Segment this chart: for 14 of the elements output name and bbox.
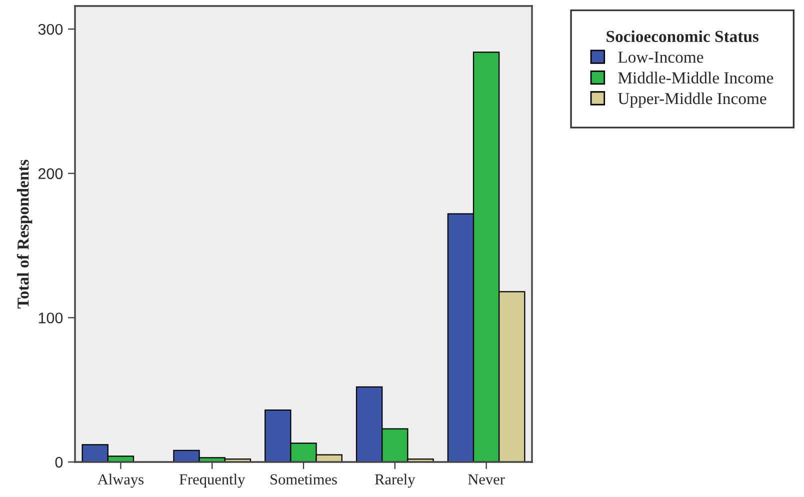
- y-tick-label: 300: [38, 24, 63, 35]
- y-axis-title: Total of Respondents: [16, 160, 32, 308]
- legend-label: Low-Income: [618, 52, 704, 63]
- y-tick-label: 0: [55, 456, 63, 468]
- y-tick-label: 200: [38, 168, 63, 180]
- legend-title: Socioeconomic Status: [606, 30, 759, 42]
- y-tick-label: 100: [38, 312, 63, 324]
- x-tick-label: Rarely: [374, 474, 416, 488]
- x-tick-label: Frequently: [179, 474, 246, 488]
- x-tick-label: Always: [98, 474, 144, 488]
- legend-label: Upper-Middle Income: [618, 92, 766, 108]
- legend-label: Middle-Middle Income: [618, 72, 774, 84]
- x-tick-label: Never: [468, 474, 505, 485]
- x-tick-label: Sometimes: [270, 474, 337, 485]
